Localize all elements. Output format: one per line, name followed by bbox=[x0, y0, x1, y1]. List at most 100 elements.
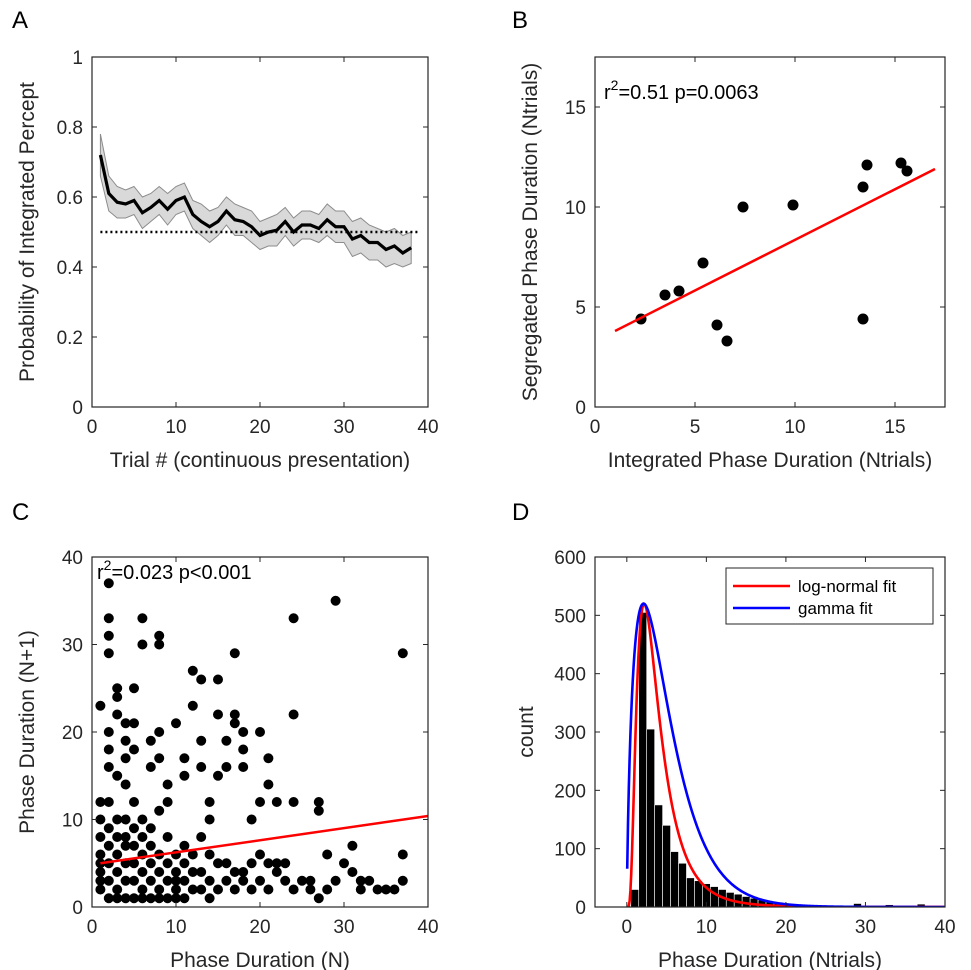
plot-area bbox=[595, 57, 945, 407]
y-tick-label: 0.4 bbox=[57, 258, 84, 279]
histogram-bar bbox=[662, 825, 671, 907]
data-point bbox=[229, 867, 240, 877]
y-axis-label: Phase Duration (N+1) bbox=[16, 630, 39, 834]
data-point bbox=[221, 735, 232, 746]
data-point bbox=[137, 867, 148, 877]
data-point bbox=[171, 884, 181, 895]
data-point bbox=[129, 718, 139, 729]
data-point bbox=[347, 867, 358, 877]
panel-b: Br2=0.51 p=0.0063 0 5 10 15 0 5 10 15 Integrated … bbox=[512, 7, 946, 472]
data-point bbox=[238, 875, 249, 886]
data-point bbox=[154, 639, 165, 650]
data-point bbox=[213, 674, 223, 685]
data-point bbox=[305, 875, 316, 886]
data-point bbox=[255, 849, 265, 860]
histogram-bar bbox=[686, 877, 695, 907]
panel-letter: D bbox=[512, 499, 529, 526]
data-layer bbox=[614, 157, 936, 347]
data-point bbox=[204, 849, 215, 860]
data-point bbox=[397, 648, 408, 659]
data-point bbox=[95, 849, 106, 860]
data-point bbox=[787, 199, 799, 211]
data-point bbox=[697, 257, 709, 269]
data-point bbox=[711, 319, 723, 331]
x-tick-label: 15 bbox=[884, 417, 905, 438]
data-point bbox=[137, 639, 148, 650]
data-point bbox=[187, 867, 198, 877]
data-point bbox=[659, 289, 671, 301]
data-point bbox=[171, 718, 181, 729]
data-point bbox=[737, 201, 749, 213]
data-point bbox=[673, 285, 685, 297]
data-point bbox=[95, 867, 106, 877]
data-point bbox=[347, 840, 358, 851]
histogram-bar bbox=[646, 728, 655, 907]
data-point bbox=[397, 849, 408, 860]
data-point bbox=[263, 753, 274, 764]
data-point bbox=[901, 165, 913, 177]
data-point bbox=[154, 867, 165, 877]
data-point bbox=[103, 797, 114, 807]
data-point bbox=[120, 893, 131, 904]
data-point bbox=[213, 884, 223, 895]
data-point bbox=[288, 613, 299, 624]
data-point bbox=[721, 335, 733, 347]
data-point bbox=[112, 770, 123, 781]
data-point bbox=[313, 893, 324, 904]
x-axis-label: Phase Duration (Ntrials) bbox=[658, 949, 882, 970]
y-axis-label: Probability of Integrated Percept bbox=[16, 82, 39, 382]
histogram-bar bbox=[694, 880, 703, 907]
data-point bbox=[263, 884, 274, 895]
x-tick-label: 0 bbox=[87, 417, 98, 438]
y-tick-label: 0.2 bbox=[57, 328, 83, 349]
x-tick-label: 10 bbox=[784, 417, 805, 438]
data-point bbox=[120, 735, 131, 746]
data-point bbox=[297, 875, 307, 886]
data-point bbox=[238, 744, 249, 755]
data-point bbox=[196, 867, 207, 877]
y-tick-label: 20 bbox=[62, 723, 83, 744]
data-point bbox=[229, 718, 240, 729]
data-point bbox=[339, 858, 349, 869]
y-axis-label: count bbox=[515, 706, 538, 758]
x-axis-label: Integrated Phase Duration (Ntrials) bbox=[608, 449, 933, 472]
data-point bbox=[112, 867, 123, 877]
y-tick-label: 10 bbox=[565, 198, 586, 219]
data-point bbox=[103, 875, 114, 886]
histogram-bar bbox=[853, 903, 862, 907]
data-point bbox=[263, 779, 274, 790]
data-point bbox=[120, 718, 131, 729]
data-point bbox=[154, 893, 165, 904]
data-point bbox=[271, 867, 282, 877]
y-tick-label: 0 bbox=[575, 398, 586, 419]
data-point bbox=[857, 313, 869, 325]
legend-label: gamma fit bbox=[798, 599, 873, 618]
x-tick-label: 10 bbox=[696, 917, 717, 938]
data-point bbox=[288, 797, 299, 807]
data-point bbox=[129, 744, 139, 755]
y-tick-label: 10 bbox=[62, 811, 83, 832]
data-point bbox=[255, 797, 265, 807]
data-point bbox=[120, 875, 131, 886]
data-point bbox=[120, 832, 131, 842]
regression-line bbox=[614, 167, 936, 333]
data-point bbox=[255, 727, 265, 737]
data-point bbox=[95, 700, 106, 711]
data-point bbox=[95, 797, 106, 807]
y-tick-label: 500 bbox=[554, 606, 586, 627]
data-point bbox=[313, 797, 324, 807]
data-point bbox=[120, 840, 131, 851]
confidence-band bbox=[99, 133, 412, 268]
y-tick-label: 300 bbox=[554, 723, 586, 744]
x-tick-label: 40 bbox=[934, 917, 955, 938]
data-point bbox=[103, 893, 114, 904]
data-point bbox=[322, 849, 333, 860]
data-point bbox=[137, 893, 148, 904]
histogram-bar bbox=[630, 889, 640, 907]
data-point bbox=[330, 595, 341, 606]
x-tick-label: 20 bbox=[775, 917, 796, 938]
data-point bbox=[129, 683, 139, 694]
data-point bbox=[322, 884, 333, 895]
legend-label: log-normal fit bbox=[798, 577, 897, 596]
x-tick-label: 10 bbox=[165, 417, 186, 438]
